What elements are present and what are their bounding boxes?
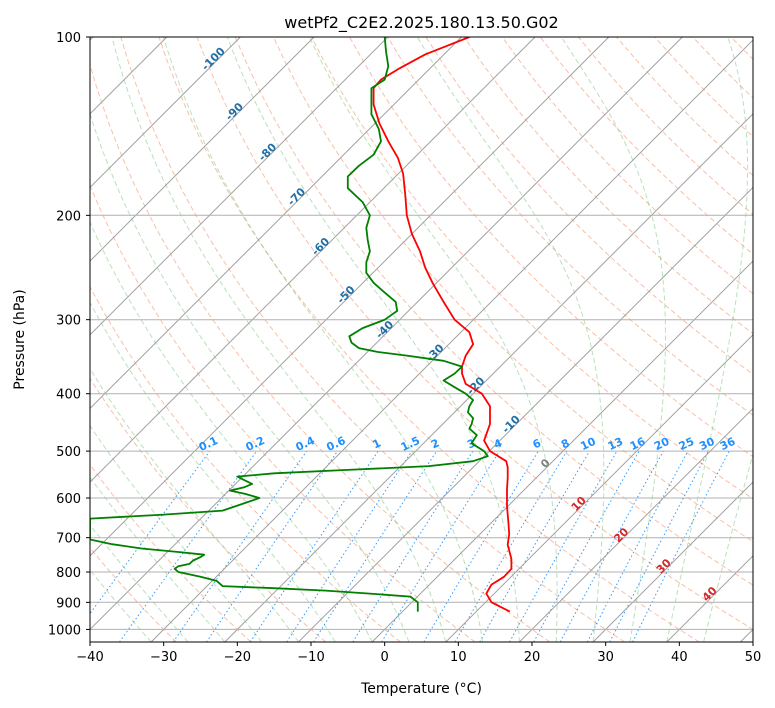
dry-adiabat	[234, 37, 753, 586]
y-axis-ticks: 100 200 300 400 500 600 700 800 900 1000	[48, 31, 90, 638]
moist-adiabat	[162, 37, 484, 642]
isotherm	[371, 260, 753, 642]
isotherm	[90, 37, 315, 262]
x-tick-label: 10	[450, 650, 467, 665]
x-axis-ticks: −40 −30 −20 −10 0 10 20 30 40 50	[76, 642, 761, 665]
y-tick-label: 400	[56, 388, 81, 403]
moist-adiabat	[90, 301, 336, 642]
mixing-ratio-line	[205, 450, 338, 642]
moist-adiabat	[90, 220, 373, 642]
mixing-ratio-label: 25	[677, 435, 696, 453]
isotherm	[90, 37, 536, 483]
isotherm	[90, 37, 683, 631]
x-tick-label: 20	[524, 650, 541, 665]
mixing-ratio-line	[172, 450, 308, 642]
profiles	[90, 37, 513, 613]
chart-title: wetPf2_C2E2.2025.180.13.50.G02	[284, 13, 558, 33]
x-tick-label: 30	[597, 650, 614, 665]
mixing-ratio-line	[533, 450, 640, 642]
plot-area: 0.1 0.2 0.4 0.6 1 1.5 2 3 4 6 8 10 13 16 20 25 30 36-100-…	[90, 37, 775, 642]
dry-adiabat	[90, 547, 177, 642]
isotherm	[298, 186, 753, 642]
dry-adiabat	[196, 37, 753, 630]
dry-adiabat	[90, 184, 476, 642]
moist-adiabat	[308, 37, 558, 642]
x-tick-label: −20	[224, 650, 251, 665]
x-tick-label: 50	[745, 650, 762, 665]
isotherm	[90, 37, 610, 557]
dry-adiabat	[120, 37, 625, 642]
dewpoint-profile	[90, 37, 489, 612]
y-tick-label: 300	[56, 314, 81, 329]
mixing-ratio-label: 30	[697, 435, 717, 453]
dry-adiabat	[501, 37, 753, 295]
temperature-profile	[372, 37, 513, 613]
x-tick-label: 40	[671, 650, 688, 665]
mixing-ratio-lines	[90, 450, 730, 642]
x-tick-label: −40	[76, 650, 103, 665]
mixing-ratio-label: 20	[652, 435, 672, 453]
mixing-ratio-line	[509, 450, 618, 642]
mixing-ratio-label: 13	[606, 435, 625, 453]
plot-background	[90, 37, 753, 642]
y-tick-label: 800	[56, 566, 81, 581]
dry-adiabat	[90, 377, 327, 642]
mixing-ratio-label: 10	[578, 435, 598, 453]
isotherm	[519, 407, 753, 642]
moist-adiabat	[560, 37, 666, 642]
isotherms	[90, 37, 753, 642]
y-tick-label: 600	[56, 492, 81, 507]
x-tick-label: 0	[381, 650, 389, 665]
moist-adiabat	[111, 37, 447, 642]
y-tick-label: 500	[56, 445, 81, 460]
dry-adiabat	[272, 37, 753, 543]
moist-adiabat	[416, 37, 605, 642]
dry-adiabat	[769, 37, 775, 642]
dry-adiabat	[158, 37, 700, 642]
moist-adiabat	[666, 37, 749, 642]
y-tick-label: 1000	[48, 623, 81, 638]
y-axis-title: Pressure (hPa)	[12, 289, 28, 389]
mixing-ratio-line	[632, 450, 730, 642]
y-tick-label: 200	[56, 209, 81, 224]
mixing-ratio-line	[313, 450, 438, 642]
moist-adiabat	[90, 112, 410, 642]
mixing-ratio-line	[119, 450, 258, 642]
dry-adiabat	[90, 62, 551, 642]
moist-adiabat	[90, 424, 262, 642]
isotherm	[224, 113, 753, 642]
x-axis-title: Temperature (°C)	[360, 681, 482, 697]
dry-adiabat	[349, 37, 753, 458]
mixing-ratio-line	[249, 450, 379, 642]
plot-frame	[89, 36, 754, 643]
moist-adiabat	[703, 452, 753, 642]
isotherm	[90, 37, 462, 410]
mixing-ratio-label: 16	[628, 435, 648, 453]
isobars	[90, 37, 753, 630]
mixing-ratio-line	[286, 450, 413, 642]
isotherm	[150, 39, 753, 642]
mixing-ratio-line	[381, 450, 500, 642]
isotherm	[445, 334, 753, 642]
mixing-ratio-label: 36	[718, 435, 738, 453]
y-tick-label: 900	[56, 596, 81, 611]
y-tick-label: 700	[56, 532, 81, 547]
moist-adiabat	[226, 37, 520, 642]
dry-adiabat	[387, 37, 753, 416]
x-tick-label: −10	[297, 650, 324, 665]
y-tick-label: 100	[56, 31, 81, 46]
mixing-ratio-line	[352, 450, 474, 642]
isotherm	[90, 37, 241, 189]
dry-adiabat	[425, 37, 753, 375]
isotherm	[90, 37, 389, 336]
mixing-ratio-line	[559, 450, 664, 642]
mixing-ratio-line	[90, 450, 211, 615]
dry-adiabat	[311, 37, 753, 500]
dry-adiabat	[90, 463, 252, 642]
moist-adiabat	[90, 476, 226, 642]
x-tick-label: −30	[150, 650, 177, 665]
isotherm	[592, 481, 753, 642]
moist-adiabats	[90, 37, 753, 642]
